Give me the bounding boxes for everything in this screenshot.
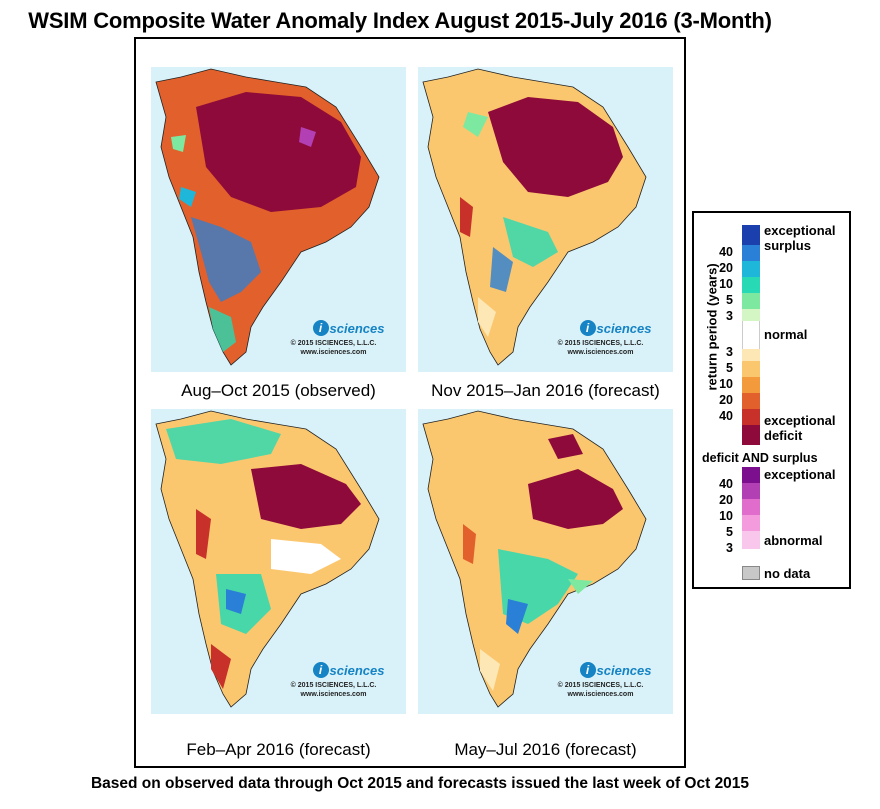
swatch-deficit-20	[742, 393, 760, 409]
legend-no-data: no data	[764, 566, 811, 581]
map-caption: May–Jul 2016 (forecast)	[454, 740, 637, 759]
legend-exceptional-surplus: exceptional surplus	[764, 223, 836, 253]
map-south-america: i sciences © 2015 ISCIENCES, L.L.C. www.…	[418, 409, 673, 714]
map-caption: Nov 2015–Jan 2016 (forecast)	[431, 381, 660, 400]
footer-note: Based on observed data through Oct 2015 …	[90, 775, 750, 792]
swatch-both-40	[742, 483, 760, 499]
tick-label: 20	[719, 493, 733, 507]
swatch-both-exceptional	[742, 467, 760, 483]
isciences-logo: i sciences	[563, 662, 668, 678]
legend-both-header: deficit AND surplus	[702, 451, 818, 465]
copyright-notice: © 2015 ISCIENCES, L.L.C. www.isciences.c…	[557, 682, 644, 698]
copyright-notice: © 2015 ISCIENCES, L.L.C. www.isciences.c…	[557, 340, 644, 356]
map-south-america: i sciences © 2015 ISCIENCES, L.L.C. www.…	[151, 67, 406, 372]
tick-label: 40	[719, 477, 733, 491]
tick-label: 5	[726, 361, 733, 375]
map-south-america: i sciences © 2015 ISCIENCES, L.L.C. www.…	[151, 409, 406, 714]
map-image	[155, 68, 380, 366]
isciences-logo: i sciences	[563, 320, 668, 336]
swatch-deficit-exceptional	[742, 425, 760, 445]
swatch-deficit-3	[742, 349, 760, 361]
tick-label: 10	[719, 277, 733, 291]
swatch-both-10	[742, 515, 760, 531]
swatch-no-data	[742, 566, 760, 580]
map-image	[422, 410, 647, 708]
swatch-deficit-10	[742, 377, 760, 393]
swatch-surplus-5	[742, 293, 760, 309]
swatch-surplus-exceptional	[742, 225, 760, 245]
map-caption: Feb–Apr 2016 (forecast)	[186, 740, 371, 759]
legend-both-exceptional: exceptional	[764, 467, 836, 482]
tick-label: 40	[719, 245, 733, 259]
legend-both-abnormal: abnormal	[764, 533, 823, 548]
copyright-notice: © 2015 ISCIENCES, L.L.C. www.isciences.c…	[290, 340, 377, 356]
swatch-deficit-40	[742, 409, 760, 425]
map-south-america: i sciences © 2015 ISCIENCES, L.L.C. www.…	[418, 67, 673, 372]
tick-label: 10	[719, 509, 733, 523]
swatch-surplus-20	[742, 261, 760, 277]
swatch-both-20	[742, 499, 760, 515]
swatch-surplus-3	[742, 309, 760, 321]
maps-frame: i sciences © 2015 ISCIENCES, L.L.C. www.…	[134, 37, 686, 768]
tick-label: 5	[726, 525, 733, 539]
page-title: WSIM Composite Water Anomaly Index Augus…	[28, 8, 772, 33]
tick-label: 3	[726, 309, 733, 323]
swatch-deficit-5	[742, 361, 760, 377]
swatch-normal	[742, 321, 760, 349]
swatch-both-abnormal	[742, 531, 760, 549]
copyright-notice: © 2015 ISCIENCES, L.L.C. www.isciences.c…	[290, 682, 377, 698]
legend-normal: normal	[764, 327, 808, 342]
tick-label: 3	[726, 541, 733, 555]
swatch-surplus-10	[742, 277, 760, 293]
map-caption: Aug–Oct 2015 (observed)	[181, 381, 376, 400]
tick-label: 40	[719, 409, 733, 423]
tick-label: 20	[719, 261, 733, 275]
tick-label: 20	[719, 393, 733, 407]
map-image	[155, 410, 380, 708]
tick-label: 3	[726, 345, 733, 359]
legend-exceptional-deficit: exceptional deficit	[764, 413, 836, 443]
tick-label: 5	[726, 293, 733, 307]
swatch-surplus-40	[742, 245, 760, 261]
tick-label: 10	[719, 377, 733, 391]
isciences-logo: i sciences	[296, 320, 401, 336]
isciences-logo: i sciences	[296, 662, 401, 678]
map-legend: return period (years) 40 20 10 5 3 3 5 1…	[692, 211, 851, 589]
map-image	[422, 68, 647, 366]
